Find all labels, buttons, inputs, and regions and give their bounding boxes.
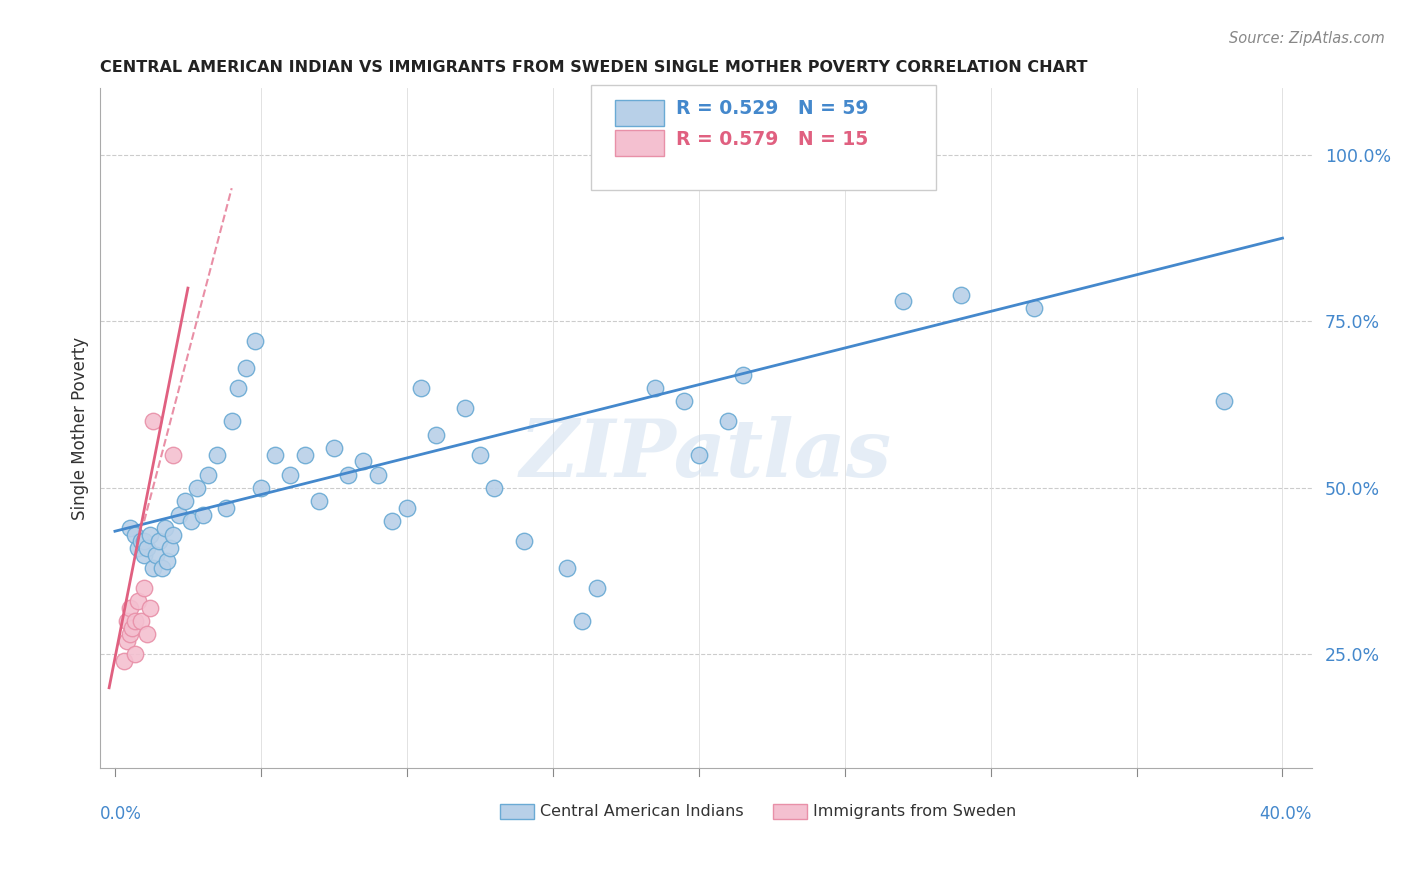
FancyBboxPatch shape xyxy=(616,100,664,126)
Point xyxy=(337,467,360,482)
FancyBboxPatch shape xyxy=(501,804,534,819)
Point xyxy=(790,148,813,162)
Point xyxy=(717,414,740,428)
Point xyxy=(571,614,593,628)
Point xyxy=(136,627,159,641)
Point xyxy=(322,441,344,455)
Point xyxy=(395,500,418,515)
Point xyxy=(1213,394,1236,409)
Point xyxy=(352,454,374,468)
Point xyxy=(115,634,138,648)
Point xyxy=(673,394,696,409)
Point xyxy=(118,627,141,641)
Point xyxy=(454,401,477,415)
Point xyxy=(186,481,208,495)
Text: R = 0.579   N = 15: R = 0.579 N = 15 xyxy=(676,129,868,149)
Point xyxy=(139,600,162,615)
Point xyxy=(162,527,184,541)
Point xyxy=(191,508,214,522)
Text: ZIPatlas: ZIPatlas xyxy=(520,417,891,494)
Point xyxy=(250,481,273,495)
Point xyxy=(112,654,135,668)
Text: Immigrants from Sweden: Immigrants from Sweden xyxy=(813,804,1017,819)
Point xyxy=(167,508,190,522)
Point xyxy=(180,514,202,528)
Point xyxy=(124,527,146,541)
Point xyxy=(468,448,491,462)
Point xyxy=(142,561,165,575)
Point xyxy=(145,548,167,562)
Point xyxy=(142,414,165,428)
Point xyxy=(512,534,534,549)
Point xyxy=(215,500,238,515)
Point xyxy=(136,541,159,555)
Point xyxy=(775,148,797,162)
Point xyxy=(150,561,173,575)
Y-axis label: Single Mother Poverty: Single Mother Poverty xyxy=(72,336,89,519)
Point xyxy=(731,368,754,382)
Point xyxy=(278,467,301,482)
Point xyxy=(294,448,316,462)
Point xyxy=(226,381,249,395)
Point xyxy=(557,561,579,575)
Point xyxy=(205,448,228,462)
Point xyxy=(124,648,146,662)
Point xyxy=(134,581,156,595)
Point xyxy=(264,448,287,462)
Text: R = 0.529   N = 59: R = 0.529 N = 59 xyxy=(676,99,869,118)
Point xyxy=(644,381,666,395)
Point xyxy=(197,467,219,482)
Point xyxy=(162,448,184,462)
Point xyxy=(115,614,138,628)
Point xyxy=(221,414,243,428)
Point xyxy=(129,534,152,549)
Point xyxy=(153,521,176,535)
Point xyxy=(891,294,914,309)
Point xyxy=(174,494,197,508)
Text: 40.0%: 40.0% xyxy=(1260,805,1312,823)
Point xyxy=(484,481,506,495)
Point xyxy=(139,527,162,541)
Point xyxy=(411,381,433,395)
Point xyxy=(127,594,149,608)
Point xyxy=(1024,301,1046,315)
Point xyxy=(688,448,710,462)
Point xyxy=(129,614,152,628)
FancyBboxPatch shape xyxy=(591,85,936,190)
Point xyxy=(134,548,156,562)
Point xyxy=(118,600,141,615)
Point xyxy=(127,541,149,555)
Point xyxy=(118,521,141,535)
Point xyxy=(156,554,179,568)
Point xyxy=(308,494,330,508)
Point xyxy=(243,334,266,349)
Point xyxy=(381,514,404,528)
Point xyxy=(425,427,447,442)
Text: CENTRAL AMERICAN INDIAN VS IMMIGRANTS FROM SWEDEN SINGLE MOTHER POVERTY CORRELAT: CENTRAL AMERICAN INDIAN VS IMMIGRANTS FR… xyxy=(100,60,1088,75)
Text: 0.0%: 0.0% xyxy=(100,805,142,823)
Point xyxy=(950,287,973,301)
Point xyxy=(585,581,607,595)
Text: Central American Indians: Central American Indians xyxy=(540,804,744,819)
Point xyxy=(148,534,170,549)
Text: Source: ZipAtlas.com: Source: ZipAtlas.com xyxy=(1229,31,1385,46)
Point xyxy=(235,361,257,376)
FancyBboxPatch shape xyxy=(616,130,664,156)
Point xyxy=(124,614,146,628)
Point xyxy=(134,534,156,549)
FancyBboxPatch shape xyxy=(773,804,807,819)
Point xyxy=(367,467,389,482)
Point xyxy=(121,621,143,635)
Point xyxy=(159,541,181,555)
